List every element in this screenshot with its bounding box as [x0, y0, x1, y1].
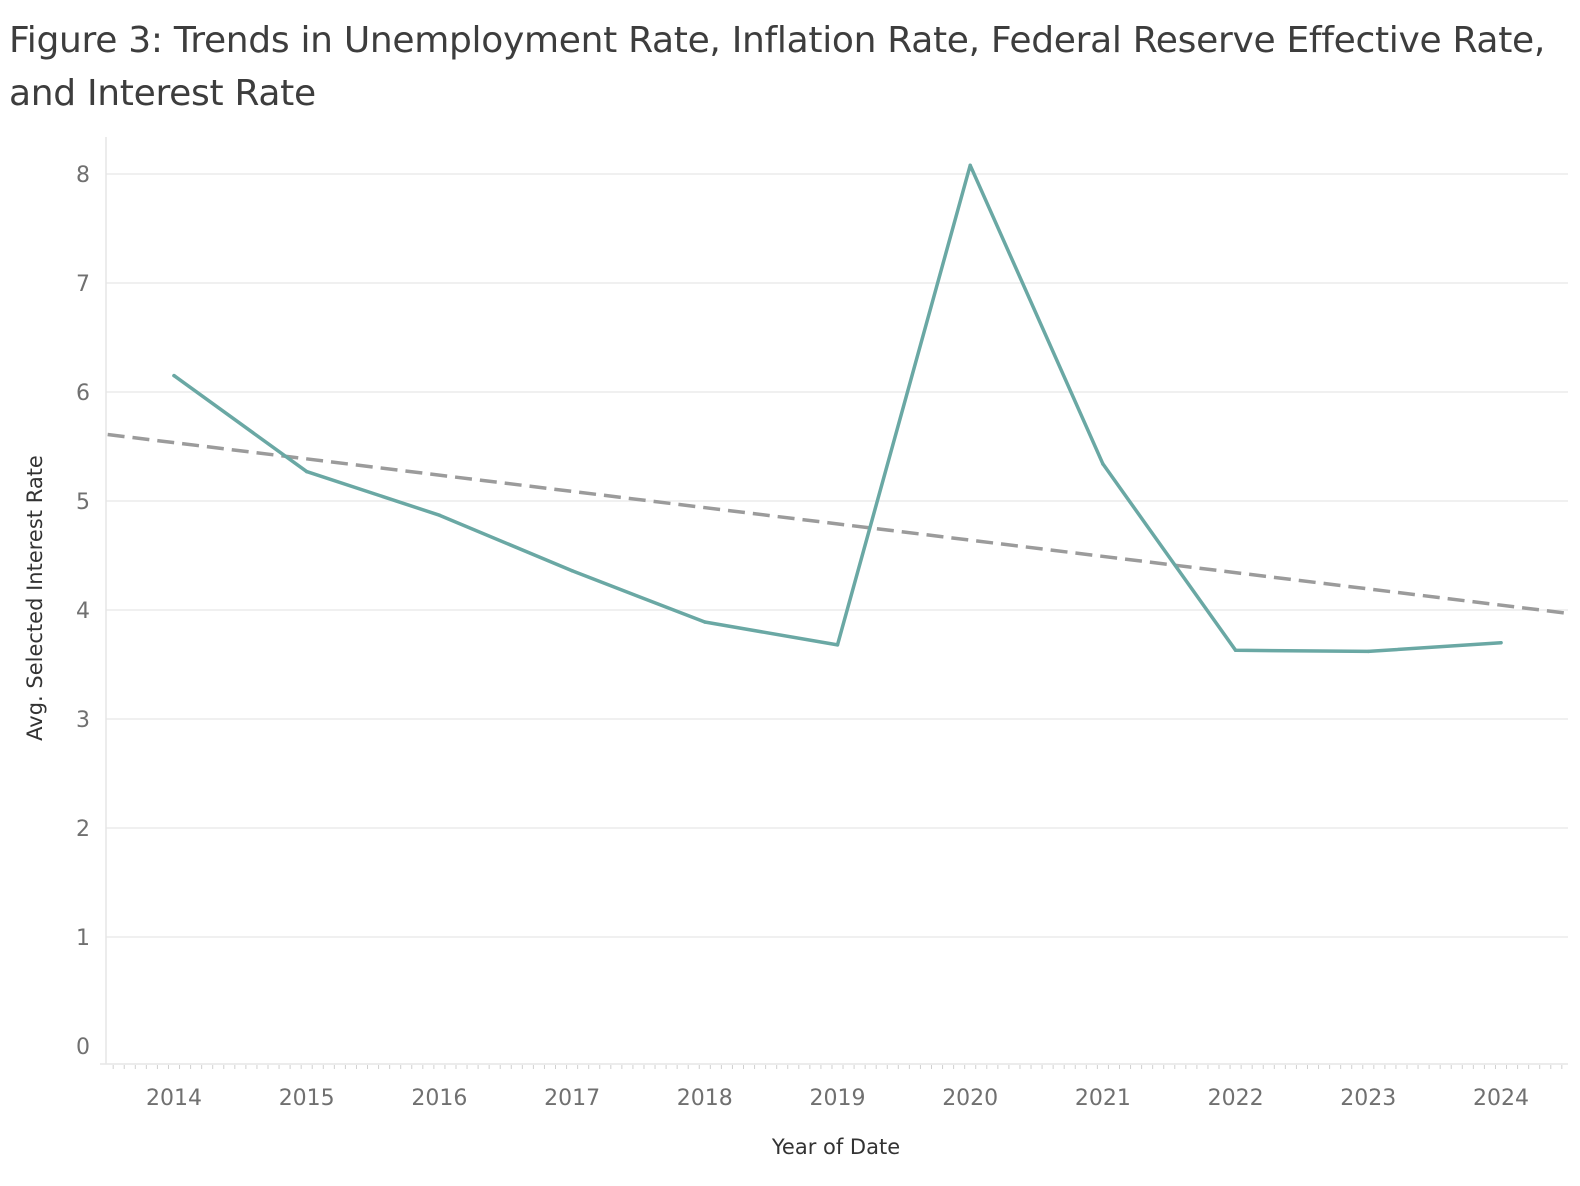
series-layer: [172, 163, 1503, 654]
x-tick-label-2015: 2015: [279, 1086, 335, 1111]
x-tick-label-2022: 2022: [1208, 1086, 1264, 1111]
y-tick-label-5: 5: [76, 490, 90, 515]
y-tick-label-6: 6: [76, 381, 90, 406]
x-tick-label-2018: 2018: [677, 1086, 733, 1111]
y-tick-label-1: 1: [76, 926, 90, 951]
y-tick-label-3: 3: [76, 708, 90, 733]
data-point-2020: [968, 163, 972, 167]
data-point-2015: [305, 469, 309, 474]
trend-line-layer: [107, 432, 1568, 616]
y-tick-label-4: 4: [76, 599, 90, 624]
x-tick-label-2023: 2023: [1340, 1086, 1396, 1111]
data-point-2016: [437, 513, 442, 517]
y-axis-title: Avg. Selected Interest Rate: [23, 455, 47, 741]
x-tick-label-2021: 2021: [1075, 1086, 1131, 1111]
series-line-0: [172, 163, 1503, 654]
data-point-2024: [1499, 641, 1503, 645]
x-tick-label-2014: 2014: [146, 1086, 202, 1111]
axes: [100, 137, 1568, 1069]
chart-title: Figure 3: Trends in Unemployment Rate, I…: [9, 20, 1545, 114]
data-point-2023: [1366, 649, 1371, 654]
x-tick-label-2019: 2019: [810, 1086, 866, 1111]
gridlines: [106, 173, 1568, 938]
x-tick-label-2020: 2020: [942, 1086, 998, 1111]
y-tick-label-0: 0: [76, 1035, 90, 1060]
x-axis-ticks: 2014 2015 2016 2017 2018 2019 2020 2021 2022 2023…: [146, 1086, 1529, 1111]
data-point-2017: [570, 569, 574, 573]
y-tick-label-2: 2: [76, 817, 90, 842]
data-point-2018: [703, 620, 707, 624]
y-axis-ticks: 0 1 2 3 4 5 6 7 8: [76, 163, 90, 1060]
trend-line: [107, 432, 1568, 616]
data-point-2021: [1101, 462, 1105, 466]
y-tick-label-7: 7: [76, 272, 90, 297]
x-tick-label-2016: 2016: [411, 1086, 467, 1111]
data-point-2022: [1233, 648, 1238, 653]
x-tick-label-2024: 2024: [1473, 1086, 1529, 1111]
y-tick-label-8: 8: [76, 163, 90, 188]
x-tick-label-2017: 2017: [544, 1086, 600, 1111]
data-point-2014: [172, 373, 176, 378]
data-point-2019: [835, 643, 840, 647]
x-axis-title: Year of Date: [771, 1135, 900, 1159]
